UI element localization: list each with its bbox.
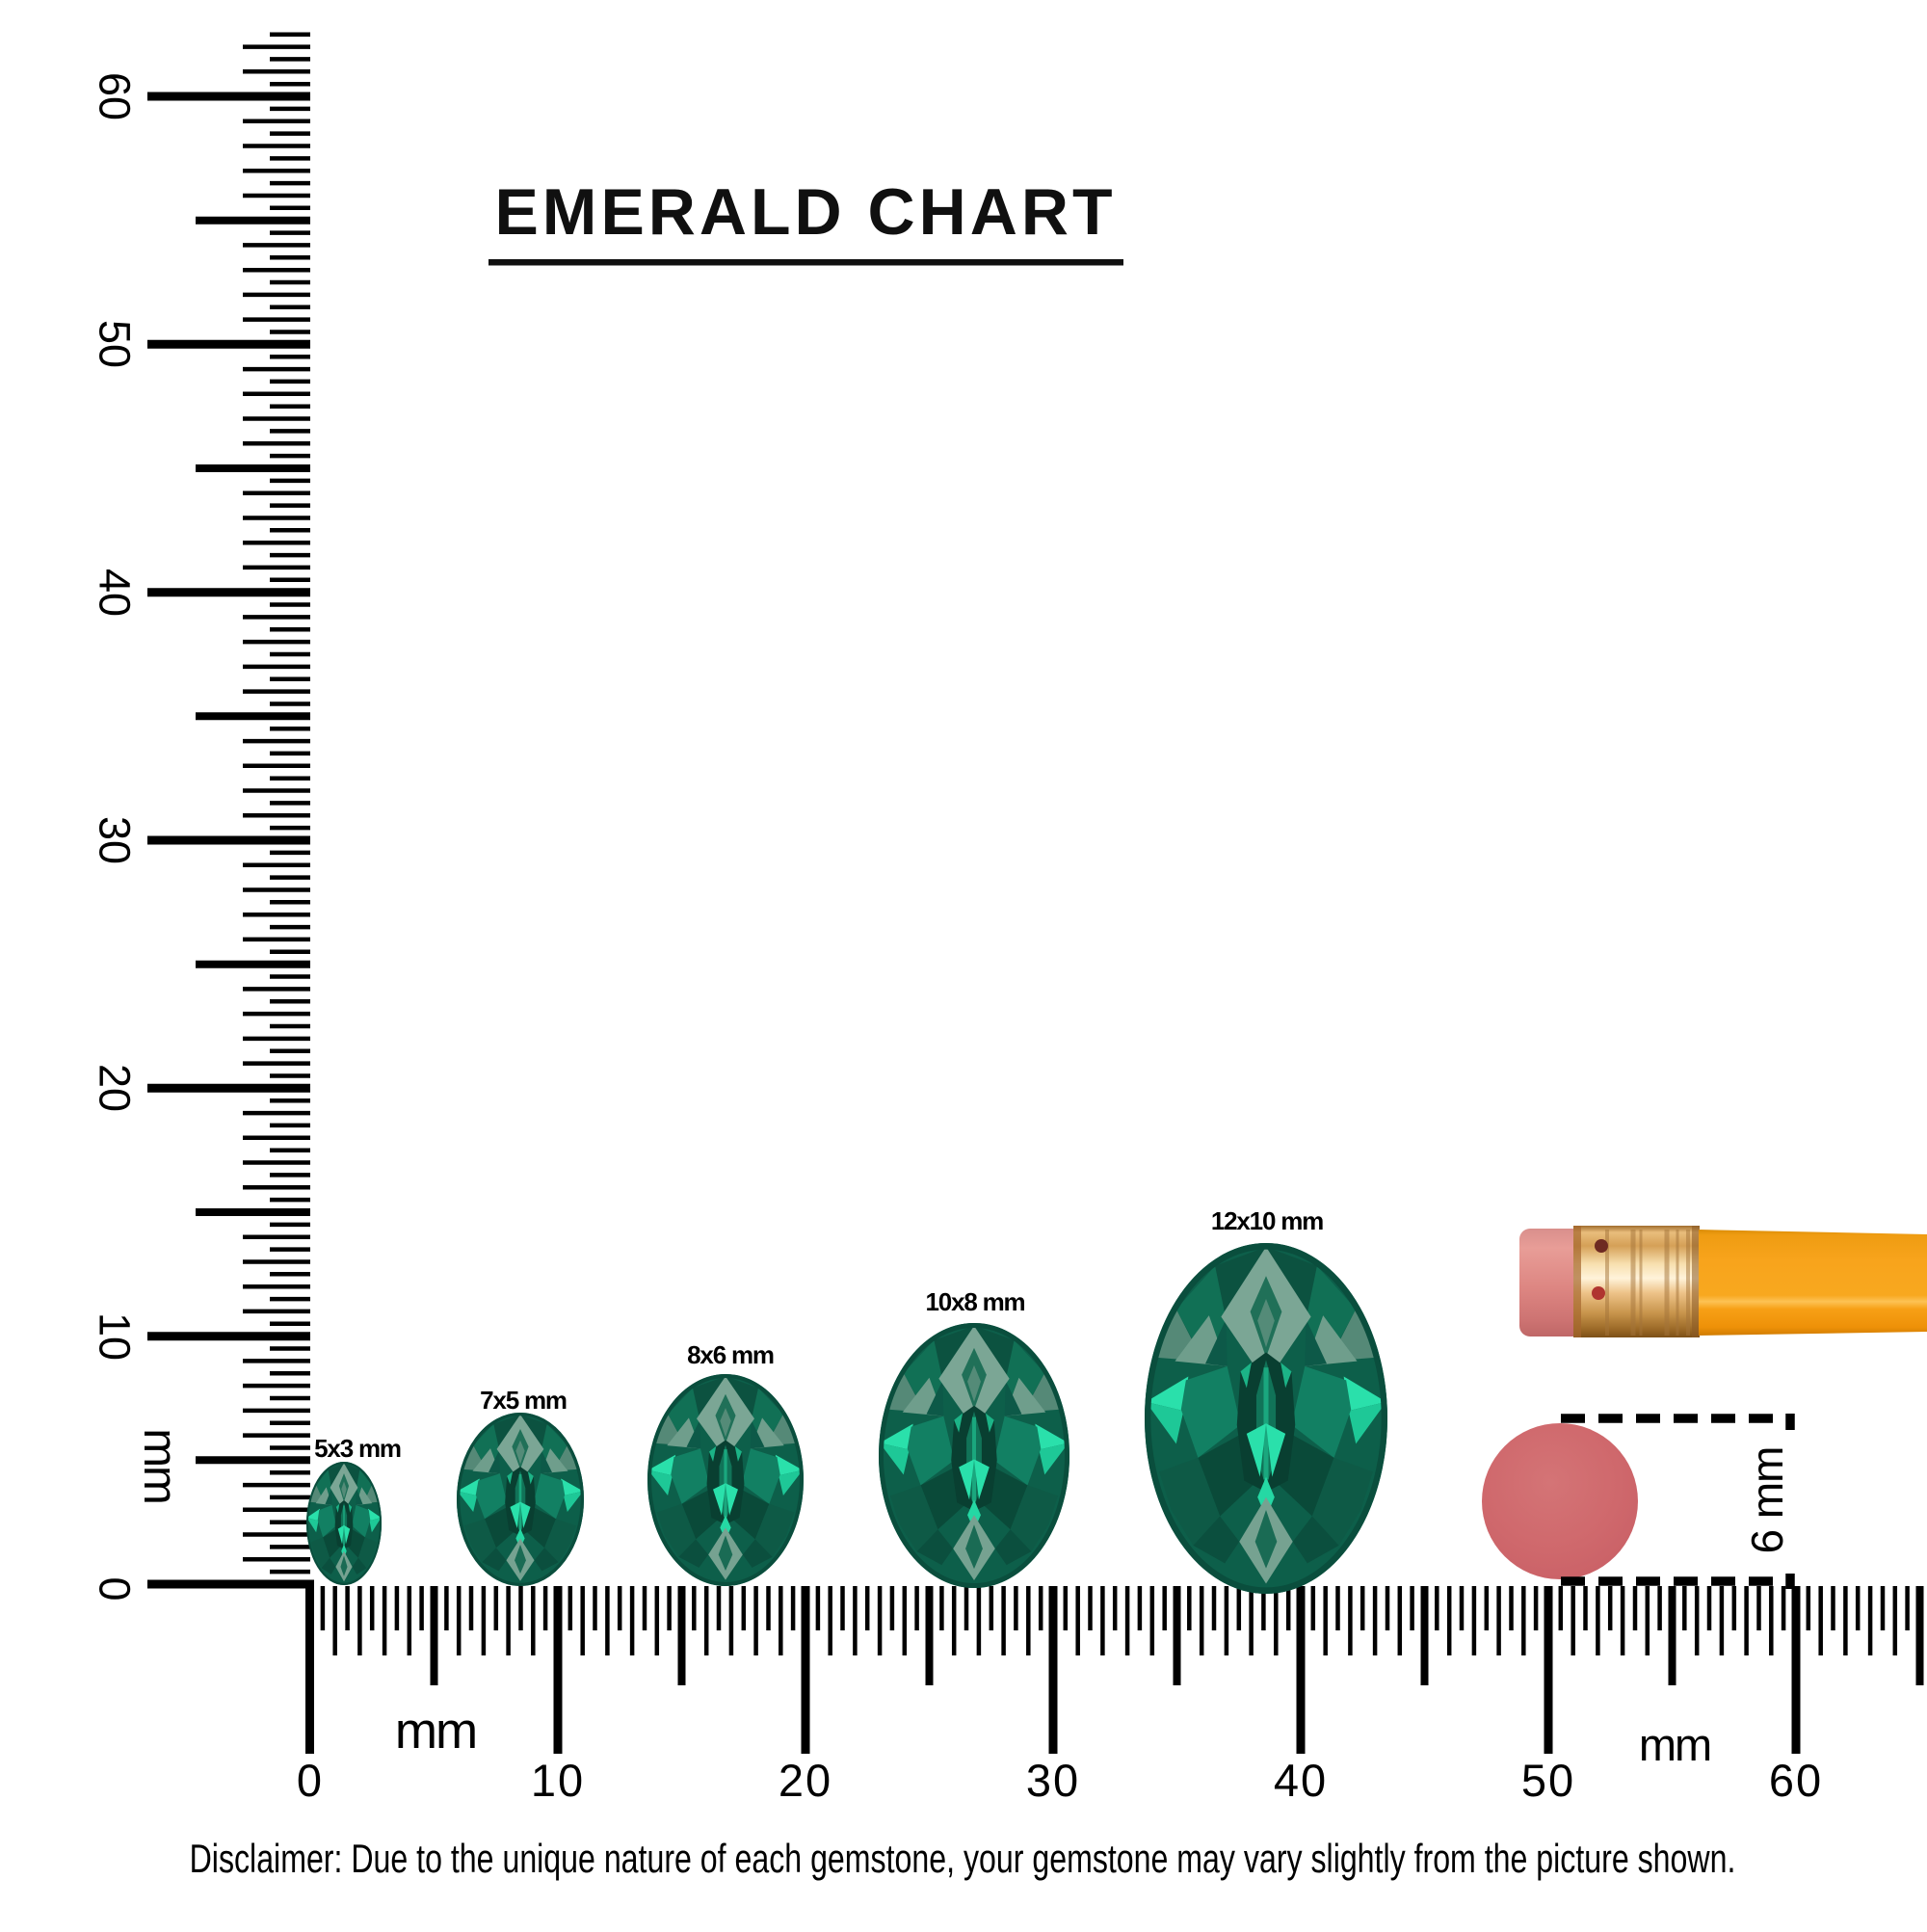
svg-text:12x10 mm: 12x10 mm (1211, 1206, 1323, 1235)
svg-text:10: 10 (91, 1312, 140, 1361)
svg-text:60: 60 (91, 72, 140, 120)
svg-text:6 mm: 6 mm (1742, 1447, 1792, 1554)
svg-text:10: 10 (531, 1755, 585, 1806)
svg-text:50: 50 (91, 320, 140, 368)
svg-text:50: 50 (1521, 1755, 1575, 1806)
svg-text:mm: mm (1639, 1719, 1710, 1770)
svg-text:40: 40 (91, 569, 140, 617)
svg-text:30: 30 (1026, 1755, 1080, 1806)
svg-text:10x8 mm: 10x8 mm (926, 1287, 1025, 1316)
svg-text:Disclaimer: Due to the unique: Disclaimer: Due to the unique nature of … (190, 1836, 1736, 1881)
svg-text:40: 40 (1274, 1755, 1328, 1806)
svg-text:20: 20 (91, 1064, 140, 1112)
svg-text:60: 60 (1769, 1755, 1823, 1806)
svg-text:mm: mm (395, 1703, 476, 1760)
svg-text:0: 0 (297, 1755, 324, 1806)
svg-text:8x6 mm: 8x6 mm (687, 1340, 774, 1369)
svg-text:30: 30 (91, 816, 140, 864)
svg-text:0: 0 (91, 1576, 140, 1601)
svg-text:20: 20 (779, 1755, 832, 1806)
svg-text:mm: mm (134, 1428, 186, 1503)
svg-text:EMERALD CHART: EMERALD CHART (494, 175, 1116, 249)
svg-text:5x3 mm: 5x3 mm (314, 1434, 401, 1463)
svg-text:7x5 mm: 7x5 mm (480, 1386, 567, 1415)
